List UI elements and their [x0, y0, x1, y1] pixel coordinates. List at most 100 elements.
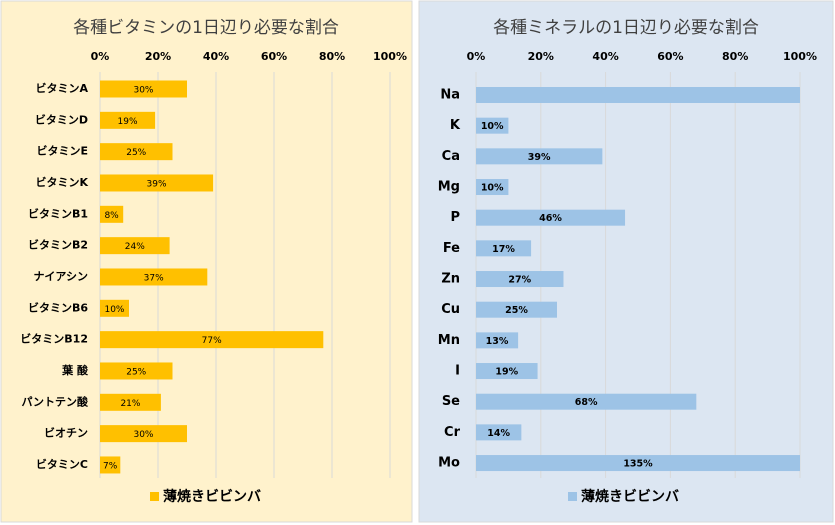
y-tick-label: Zn — [441, 272, 460, 287]
bar — [100, 299, 129, 317]
x-tick-label: 40% — [203, 50, 229, 63]
bar — [476, 240, 532, 257]
bar — [100, 425, 187, 443]
y-tick-label: K — [450, 118, 461, 133]
y-tick-label: Cr — [444, 425, 461, 440]
bar — [476, 209, 626, 226]
x-tick-label: 60% — [657, 50, 683, 63]
data-label: 77% — [202, 336, 222, 346]
y-tick-label: パントテン酸 — [21, 394, 89, 408]
data-label: 19% — [495, 367, 518, 378]
y-tick-label: ビタミンC — [36, 457, 88, 471]
data-label: 135% — [623, 459, 653, 470]
data-label: 21% — [120, 399, 140, 409]
data-label: 30% — [133, 86, 153, 96]
bar — [100, 205, 124, 223]
data-label: 19% — [118, 117, 138, 127]
x-tick-label: 0% — [467, 50, 486, 63]
y-tick-label: ビタミンB12 — [20, 332, 88, 346]
y-tick-label: Mg — [438, 180, 460, 195]
bar — [476, 117, 509, 134]
x-tick-label: 0% — [91, 50, 110, 63]
y-tick-label: ビタミンB1 — [28, 206, 88, 220]
bar — [100, 393, 161, 411]
bar — [476, 148, 603, 165]
y-tick-label: Mn — [438, 333, 460, 348]
data-label: 39% — [147, 179, 167, 189]
legend-label: 薄焼きビビンバ — [163, 488, 261, 505]
bar — [100, 80, 187, 98]
y-tick-label: Na — [440, 88, 460, 103]
x-tick-label: 80% — [319, 50, 345, 63]
panel-bg — [0, 0, 413, 523]
chart-title: 各種ビタミンの1日辺り必要な割合 — [73, 18, 339, 38]
legend-label: 薄焼きビビンバ — [581, 488, 679, 505]
plot — [100, 80, 324, 474]
bar — [476, 271, 564, 288]
bar — [100, 111, 156, 129]
data-label: 10% — [481, 121, 504, 132]
data-label: 39% — [528, 152, 551, 163]
y-tick-label: Fe — [443, 241, 460, 256]
data-label: 25% — [126, 367, 146, 377]
x-tick-label: 100% — [373, 50, 407, 63]
data-label: 7% — [103, 461, 118, 471]
data-label: 17% — [492, 244, 515, 255]
data-label: 13% — [486, 336, 509, 347]
bar — [100, 268, 208, 286]
bar — [100, 362, 173, 380]
plot — [476, 87, 800, 472]
y-tick-label: ビオチン — [44, 426, 88, 440]
y-tick-label: Se — [442, 394, 460, 409]
x-tick-label: 100% — [783, 50, 817, 63]
x-tick-label: 40% — [592, 50, 618, 63]
data-label: 37% — [144, 273, 164, 283]
bar — [476, 301, 557, 318]
bar — [476, 332, 519, 349]
legend-swatch — [568, 492, 577, 501]
y-tick-label: P — [450, 210, 460, 225]
data-label: 27% — [508, 275, 531, 286]
y-tick-label: ビタミンB2 — [28, 238, 88, 252]
y-tick-label: ビタミンB6 — [28, 300, 88, 314]
data-label: 10% — [104, 305, 124, 315]
x-tick-label: 80% — [722, 50, 748, 63]
data-label: 8% — [104, 211, 119, 221]
bar — [100, 174, 214, 192]
y-tick-label: ナイアシン — [33, 270, 88, 283]
y-tick-label: Cu — [441, 302, 460, 317]
y-tick-label: ビタミンD — [35, 112, 88, 126]
bar — [100, 143, 173, 161]
bar — [476, 393, 697, 410]
bar — [100, 331, 324, 349]
y-tick-label: I — [455, 364, 460, 379]
y-tick-label: ビタミンE — [36, 144, 88, 158]
x-tick-label: 20% — [145, 50, 171, 63]
data-label: 25% — [505, 305, 528, 316]
bar — [476, 87, 800, 103]
y-tick-label: ビタミンK — [35, 175, 88, 189]
chart-title: 各種ミネラルの1日辺り必要な割合 — [493, 18, 759, 38]
y-tick-label: 葉 酸 — [61, 363, 89, 377]
bar — [100, 456, 121, 474]
y-tick-label: ビタミンA — [35, 81, 88, 95]
data-label: 14% — [487, 428, 510, 439]
data-label: 46% — [539, 213, 562, 224]
y-tick-label: Ca — [442, 149, 460, 164]
data-label: 24% — [125, 242, 145, 252]
legend-swatch — [150, 492, 159, 501]
bar — [476, 424, 522, 441]
bar — [100, 237, 170, 255]
data-label: 10% — [481, 183, 504, 194]
bar — [476, 455, 800, 472]
x-tick-label: 20% — [528, 50, 554, 63]
data-label: 25% — [126, 148, 146, 158]
bar — [476, 179, 509, 196]
data-label: 30% — [133, 430, 153, 440]
panel-bg — [418, 0, 834, 523]
x-tick-label: 60% — [261, 50, 287, 63]
y-tick-label: Mo — [438, 456, 460, 471]
data-label: 68% — [575, 397, 598, 408]
bar — [476, 363, 538, 380]
